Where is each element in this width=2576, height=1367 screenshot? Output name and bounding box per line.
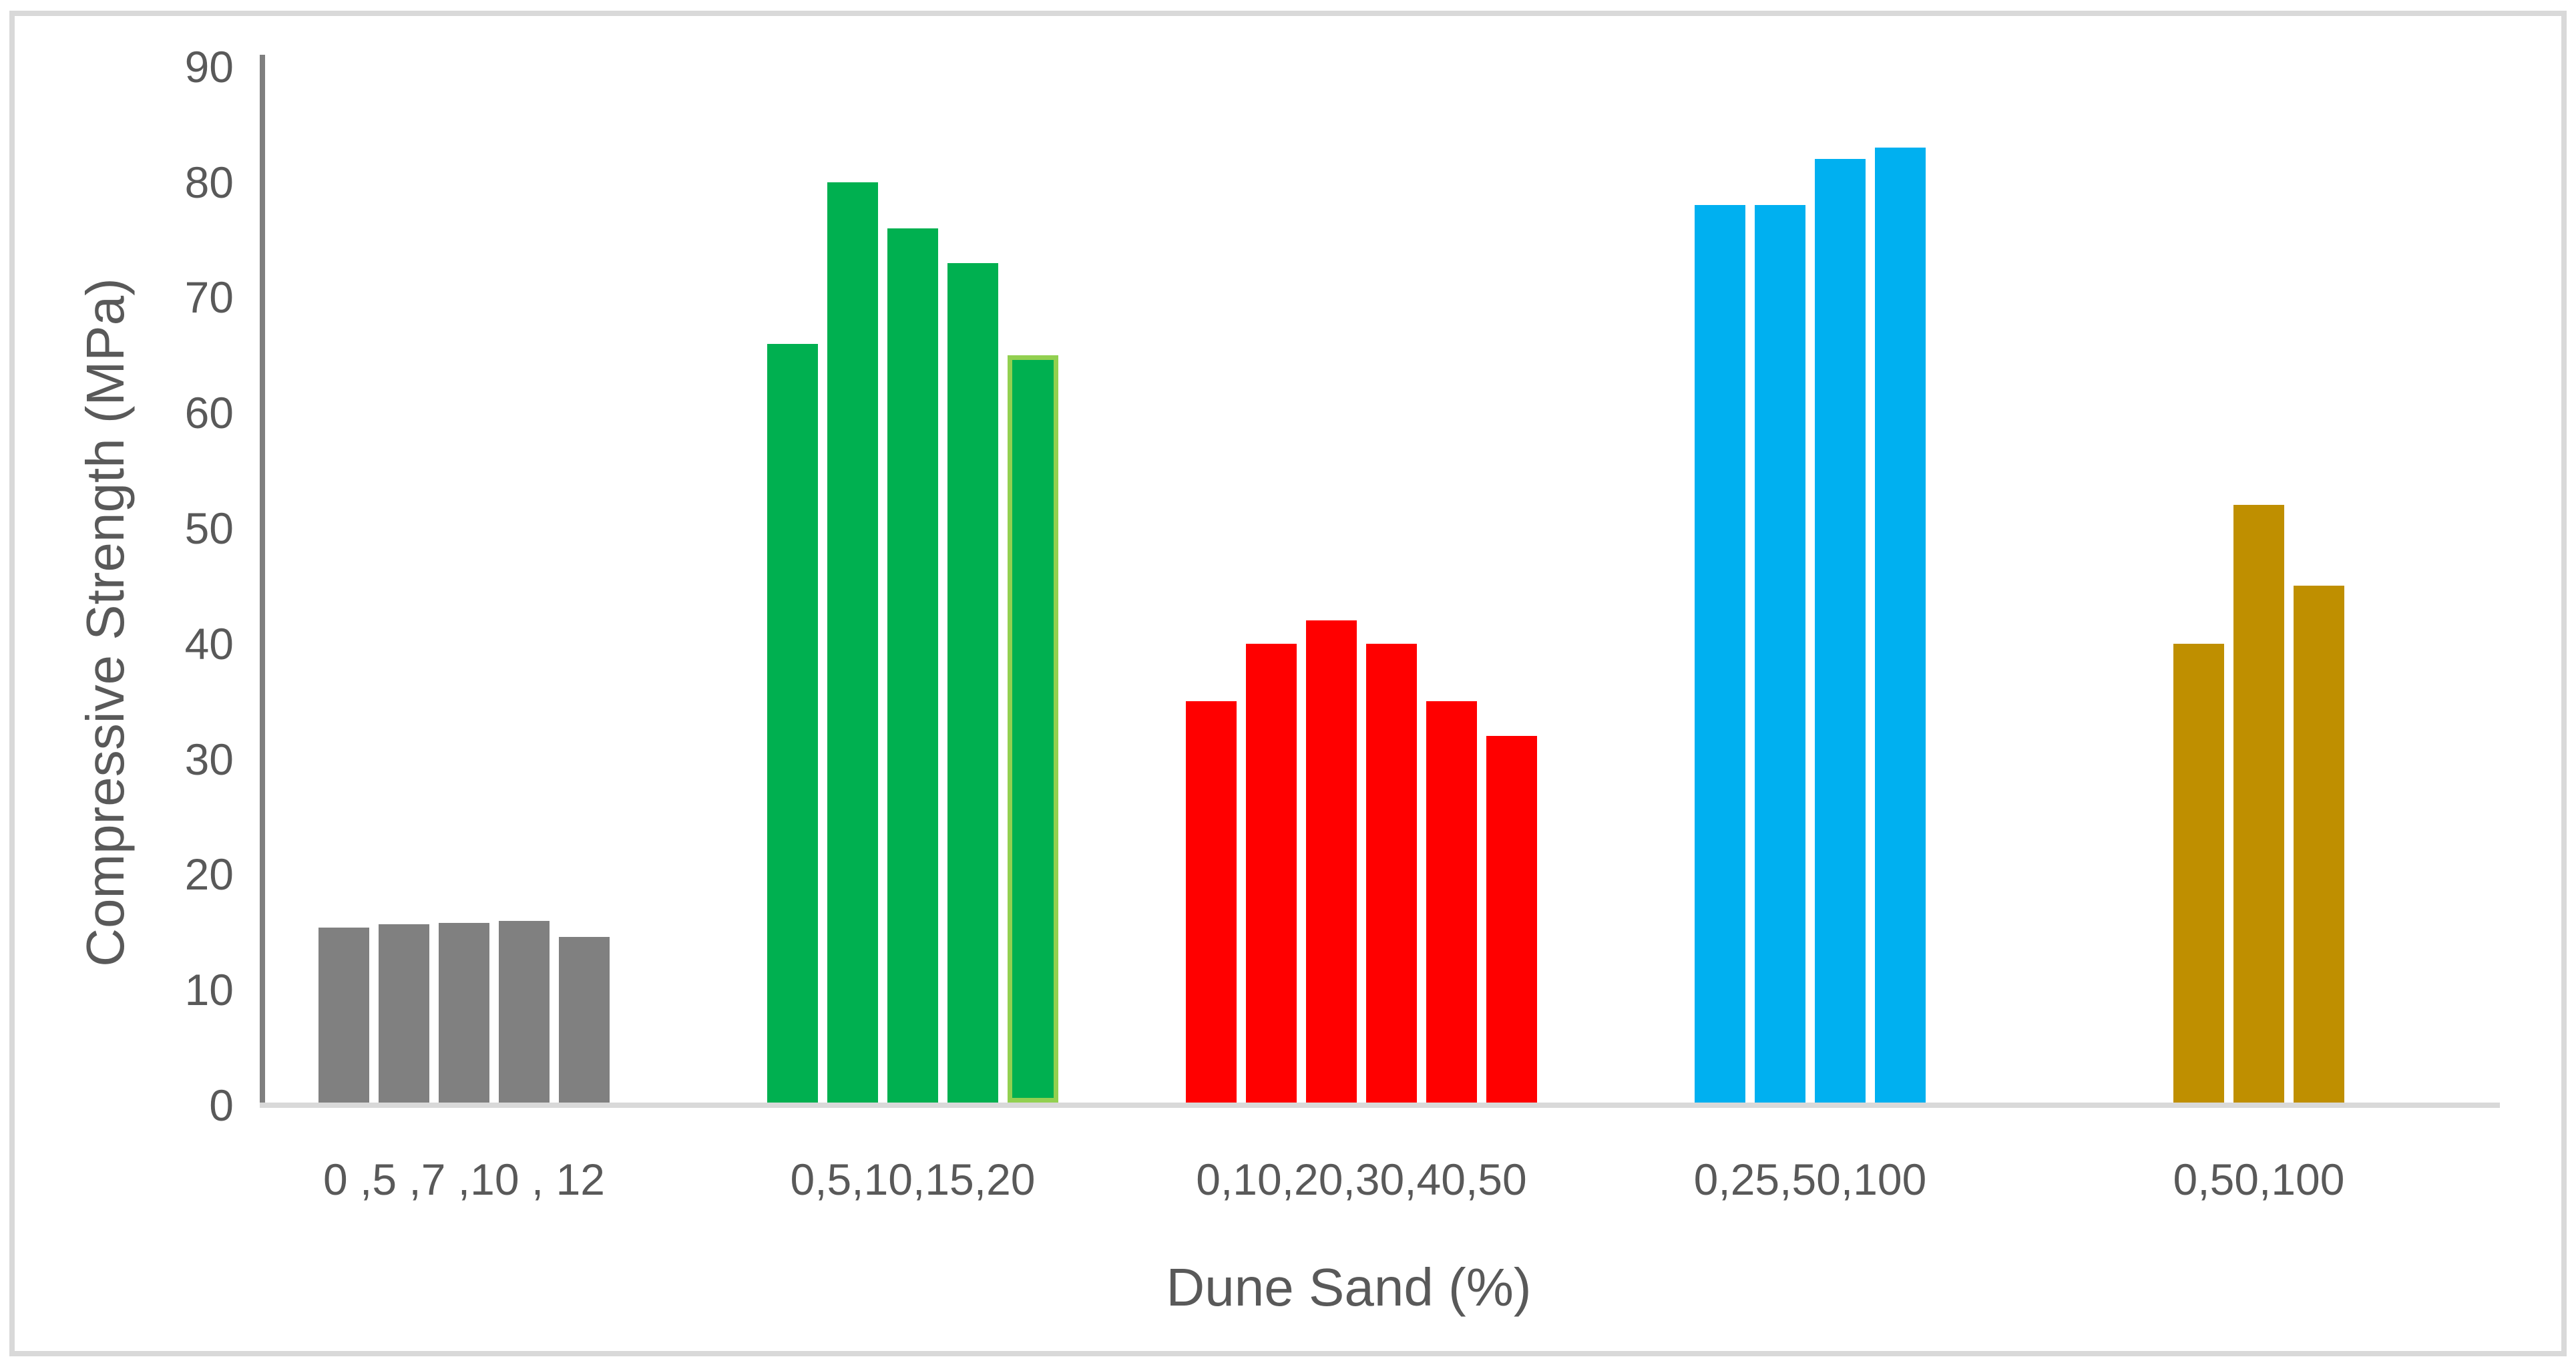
bar-group4-col2: [1755, 205, 1805, 1103]
x-axis-line: [260, 1103, 2500, 1108]
y-tick-label-90: 90: [184, 42, 234, 91]
bar-group3-col4: [1366, 644, 1417, 1103]
bar-group3-col3: [1306, 620, 1357, 1103]
category-label-5: 0,50,100: [2173, 1155, 2345, 1204]
y-axis-line: [260, 55, 265, 1108]
bar-group3-col2: [1246, 644, 1297, 1103]
bar-group3-col6: [1486, 736, 1537, 1103]
bar-group3-col1: [1186, 701, 1237, 1103]
bar-group4-col1: [1695, 205, 1745, 1103]
bar-group5-col3: [2294, 586, 2344, 1103]
y-tick-label-10: 10: [184, 965, 234, 1014]
bar-group2-col2: [827, 182, 878, 1103]
category-label-1: 0 ,5 ,7 ,10 , 12: [323, 1155, 605, 1204]
y-tick-label-80: 80: [184, 158, 234, 207]
bar-group2-col3: [887, 228, 938, 1103]
y-tick-label-60: 60: [184, 388, 234, 437]
category-label-4: 0,25,50,100: [1693, 1155, 1927, 1204]
bar-group1-col1: [318, 928, 369, 1103]
bar-group4-col4: [1875, 148, 1926, 1103]
y-tick-label-70: 70: [184, 272, 234, 322]
bar-group1-col4: [499, 921, 550, 1103]
y-tick-label-0: 0: [209, 1081, 234, 1130]
bar-group3-col5: [1426, 701, 1477, 1103]
bar-group2-col1: [767, 344, 818, 1103]
bar-group1-col3: [439, 923, 489, 1103]
y-tick-label-50: 50: [184, 504, 234, 553]
bar-group2-col4: [947, 263, 998, 1103]
bar-group1-col5: [559, 937, 610, 1103]
bar-group5-col2: [2233, 505, 2284, 1103]
x-axis-title: Dune Sand (%): [1166, 1257, 1532, 1317]
y-tick-label-30: 30: [184, 735, 234, 784]
bar-group1-col2: [379, 924, 429, 1103]
category-label-2: 0,5,10,15,20: [790, 1155, 1036, 1204]
bar-group2-col5: [1008, 355, 1058, 1103]
y-tick-label-20: 20: [184, 849, 234, 899]
y-tick-label-40: 40: [184, 619, 234, 668]
bar-group5-col1: [2173, 644, 2224, 1103]
bar-group4-col3: [1815, 159, 1866, 1103]
category-label-3: 0,10,20,30,40,50: [1196, 1155, 1527, 1204]
y-axis-title: Compressive Strength (MPa): [75, 278, 135, 967]
